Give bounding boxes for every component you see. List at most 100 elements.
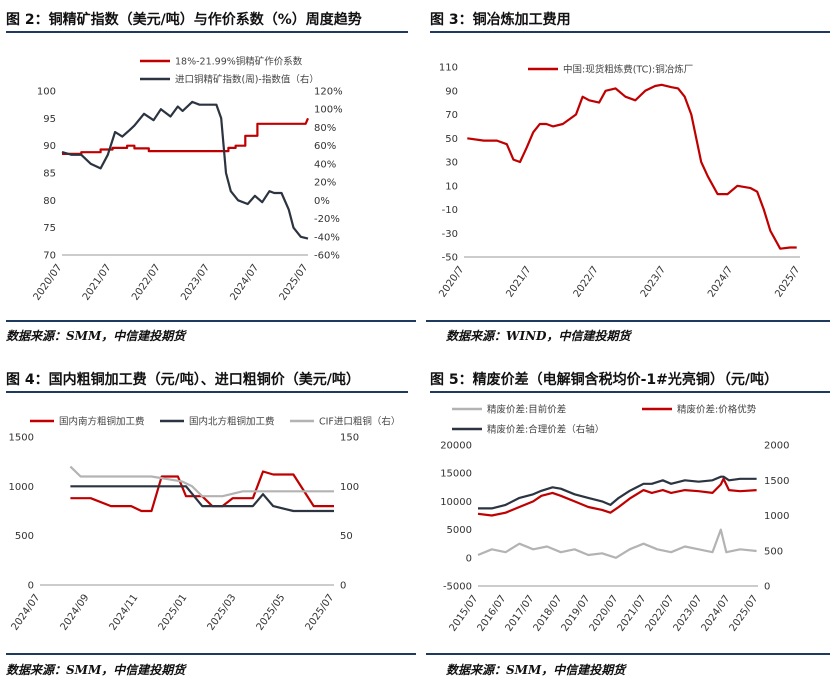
y2-tick-label: 500	[764, 546, 783, 557]
legend-label: 进口铜精矿指数(周)-指数值（右）	[175, 74, 319, 86]
y-tick-label: 70	[43, 251, 56, 262]
y-tick-label: 0	[466, 553, 472, 564]
chart-title-blister-copper: 图 4：国内粗铜加工费（元/吨）、进口粗铜价（美元/吨）	[6, 372, 360, 388]
y-tick-label: -10	[442, 205, 458, 216]
y-tick-label: -5000	[443, 582, 472, 593]
chart-title-copper-concentrate-index: 图 2：铜精矿指数（美元/吨）与作价系数（%）周度趋势	[6, 12, 362, 28]
source-rule	[426, 653, 830, 655]
y2-tick-label: -40%	[314, 232, 340, 243]
x-tick-label: 2024/11	[108, 592, 141, 632]
legend-label: 精废价差:目前价差	[487, 404, 566, 416]
title-rule	[430, 31, 830, 33]
y-tick-label: 75	[43, 223, 56, 234]
y-tick-label: -50	[442, 253, 458, 264]
y-tick-label: 500	[15, 531, 34, 542]
y-tick-label: 10	[445, 181, 458, 192]
x-tick-label: 2025/07	[728, 593, 761, 633]
x-tick-label: 2021/07	[81, 262, 114, 302]
x-tick-label: 2024/07	[228, 262, 261, 302]
y2-tick-label: 0	[764, 582, 770, 593]
chart-blister-copper: 0 500 1000 1500 0 50 100 150 2024/07 2024/09 2024/…	[9, 416, 401, 633]
legend-label: 国内北方粗铜加工费	[189, 416, 275, 428]
source-rule	[426, 320, 830, 322]
legend-label: 精废价差:价格优势	[677, 404, 757, 416]
chart-copper-concentrate-index: 70 75 80 85 90 95 100 -60% -40% -20% 0% 20% 40% 60% 80…	[32, 56, 343, 303]
y-tick-label: 70	[445, 110, 458, 121]
x-tick-label: 2023/07	[179, 262, 212, 302]
y-tick-label: 1500	[9, 433, 34, 444]
x-tick-label: 2020/7	[437, 264, 466, 299]
y-tick-label: 110	[439, 63, 458, 74]
y2-tick-label: 1000	[764, 511, 789, 522]
legend-label: 精废价差:合理价差（右轴）	[487, 424, 604, 436]
y-tick-label: 0	[28, 581, 34, 592]
chart-smelting-fee: -50 -30 -10 10 30 50 70 90 110 2020/7 2021/7 2022/7…	[437, 63, 802, 300]
series-line-0	[477, 528, 757, 559]
series-line-0	[62, 117, 310, 156]
y2-tick-label: 1500	[764, 476, 789, 487]
x-tick-label: 2024/09	[59, 592, 92, 632]
y-tick-label: 20000	[440, 441, 472, 452]
y2-tick-label: 120%	[314, 87, 343, 98]
legend-label: 18%-21.99%铜精矿作价系数	[175, 56, 303, 68]
x-tick-label: 2023/7	[639, 264, 668, 299]
source-rule	[6, 320, 416, 322]
x-tick-label: 2025/05	[255, 592, 288, 632]
y2-tick-label: 60%	[314, 141, 336, 152]
series-line-1	[61, 100, 309, 240]
series-line-0	[70, 470, 334, 513]
source-note: 数据来源：SMM，中信建投期货	[6, 329, 186, 343]
series-line-2	[69, 465, 334, 498]
legend-label: CIF进口粗铜（右）	[319, 416, 400, 428]
y2-tick-label: 150	[340, 433, 359, 444]
x-tick-label: 2024/7	[706, 264, 735, 299]
title-rule	[6, 31, 408, 33]
y-tick-label: 1000	[9, 482, 34, 493]
chart-title-smelting-fee: 图 3：铜冶炼加工费用	[430, 12, 571, 28]
y2-tick-label: 2000	[764, 441, 789, 452]
x-tick-label: 2020/07	[32, 262, 65, 302]
x-tick-label: 2025/01	[157, 592, 190, 632]
y-tick-label: 50	[445, 134, 458, 145]
x-tick-label: 2025/7	[773, 264, 802, 299]
x-tick-label: 2022/07	[130, 262, 163, 302]
legend-label: 中国:现货粗炼费(TC):铜冶炼厂	[563, 64, 693, 76]
x-tick-label: 2024/07	[10, 592, 43, 632]
y-tick-label: 100	[37, 87, 56, 98]
y-tick-label: 30	[445, 158, 458, 169]
y-tick-label: 10000	[440, 497, 472, 508]
x-tick-label: 2021/7	[504, 264, 533, 299]
y-tick-label: 85	[43, 169, 56, 180]
chart-title-refined-scrap-spread: 图 5：精废价差（电解铜含税均价-1#光亮铜）（元/吨）	[430, 372, 779, 388]
x-tick-label: 2025/03	[206, 592, 239, 632]
chart-refined-scrap-spread: -5000 0 5000 10000 15000 20000 0 500 1000 1500 200…	[440, 404, 789, 634]
x-tick-label: 2025/07	[304, 592, 337, 632]
source-note: 数据来源：SMM，中信建投期货	[6, 663, 186, 677]
series-line-1	[477, 477, 757, 517]
source-rule	[6, 653, 416, 655]
y2-tick-label: 80%	[314, 123, 336, 134]
y2-tick-label: 50	[340, 531, 353, 542]
y-tick-label: 15000	[440, 469, 472, 480]
title-rule	[6, 391, 408, 393]
y2-tick-label: 0%	[314, 196, 330, 207]
y2-tick-label: 0	[340, 581, 346, 592]
y-tick-label: 95	[43, 114, 56, 125]
x-tick-label: 2025/07	[278, 262, 311, 302]
y-tick-label: 90	[445, 86, 458, 97]
legend-label: 国内南方粗铜加工费	[59, 416, 145, 428]
x-tick-label: 2022/7	[572, 264, 601, 299]
y2-tick-label: 40%	[314, 159, 336, 170]
series-line-0	[467, 83, 797, 250]
series-line-1	[70, 485, 334, 513]
y-tick-label: 5000	[447, 525, 472, 536]
y-tick-label: 90	[43, 141, 56, 152]
y2-tick-label: 20%	[314, 178, 336, 189]
title-rule	[430, 391, 830, 393]
y2-tick-label: 100%	[314, 105, 343, 116]
y2-tick-label: -20%	[314, 214, 340, 225]
source-note: 数据来源：WIND，中信建投期货	[446, 329, 631, 343]
y2-tick-label: -60%	[314, 251, 340, 262]
source-note: 数据来源：SMM，中信建投期货	[446, 663, 626, 677]
y2-tick-label: 100	[340, 482, 359, 493]
